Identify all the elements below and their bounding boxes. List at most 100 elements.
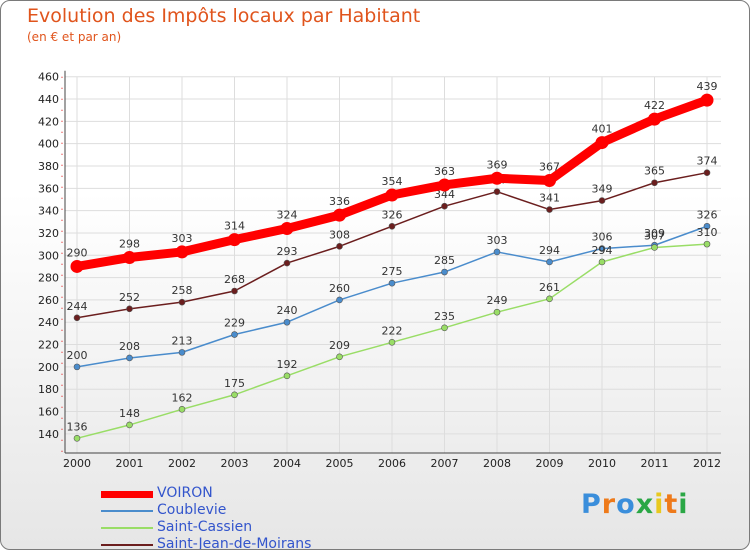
data-label: 344 — [434, 188, 455, 201]
data-point — [388, 279, 396, 287]
data-label: 439 — [697, 80, 718, 93]
data-label: 324 — [277, 208, 298, 221]
data-point — [441, 202, 448, 210]
data-point — [231, 391, 238, 399]
logo-letter: r — [601, 489, 617, 520]
data-point — [595, 136, 609, 150]
y-tick-label: 340 — [38, 205, 59, 218]
data-point — [126, 354, 133, 362]
data-label: 363 — [434, 165, 455, 178]
data-point — [283, 318, 291, 326]
data-label: 349 — [592, 183, 613, 196]
x-tick-label: 2011 — [641, 457, 669, 470]
data-point — [490, 171, 504, 185]
data-point — [388, 339, 396, 346]
data-point — [493, 248, 501, 256]
data-label: 222 — [382, 324, 403, 337]
data-point — [703, 222, 711, 230]
logo-letter: x — [635, 489, 655, 520]
data-label: 306 — [592, 231, 613, 244]
data-label: 136 — [67, 420, 88, 433]
data-label: 175 — [224, 377, 245, 390]
y-tick-label: 300 — [38, 249, 59, 262]
proxiti-logo: Proxiti — [581, 489, 689, 520]
y-tick-label: 460 — [38, 71, 59, 84]
data-point — [441, 324, 448, 332]
legend-label: Saint-Cassien — [157, 519, 253, 535]
legend-item: Saint-Jean-de-Moirans — [99, 536, 359, 549]
y-tick-label: 280 — [38, 272, 59, 285]
x-tick-label: 2009 — [536, 457, 564, 470]
y-tick-label: 240 — [38, 316, 59, 329]
data-label: 326 — [382, 208, 403, 221]
data-point — [493, 188, 501, 195]
data-label: 162 — [172, 391, 193, 404]
logo-letter: i — [678, 489, 689, 520]
y-tick-label: 400 — [38, 138, 59, 151]
x-tick-label: 2002 — [168, 457, 196, 470]
x-tick-label: 2012 — [693, 457, 721, 470]
y-tick-label: 180 — [38, 383, 59, 396]
data-point — [546, 206, 553, 213]
legend: VOIRON Coublevie Saint-Cassien Saint-Jean-d… — [99, 485, 359, 549]
data-point — [123, 251, 136, 265]
data-label: 261 — [539, 281, 560, 294]
x-tick-label: 2003 — [221, 457, 249, 470]
data-point — [598, 197, 606, 204]
data-label: 298 — [119, 238, 140, 251]
y-tick-label: 320 — [38, 227, 59, 240]
data-label: 249 — [487, 294, 508, 307]
chart-subtitle: (en € et par an) — [27, 30, 122, 44]
data-point — [70, 259, 84, 273]
data-label: 310 — [697, 226, 718, 239]
data-label: 285 — [434, 254, 455, 267]
data-point — [175, 245, 189, 259]
data-label: 148 — [119, 407, 140, 420]
x-tick-label: 2006 — [378, 457, 406, 470]
data-point — [336, 296, 343, 304]
data-point — [126, 305, 133, 313]
data-label: 367 — [539, 161, 560, 174]
data-label: 200 — [67, 349, 88, 362]
data-label: 422 — [644, 99, 665, 112]
legend-swatch — [101, 510, 153, 512]
x-tick-label: 2005 — [326, 457, 354, 470]
data-label: 244 — [67, 300, 88, 313]
data-point — [231, 331, 238, 338]
data-label: 260 — [329, 282, 350, 295]
data-label: 374 — [697, 155, 718, 168]
data-point — [703, 169, 711, 176]
x-tick-label: 2007 — [431, 457, 459, 470]
y-tick-label: 220 — [38, 339, 59, 352]
data-point — [651, 179, 658, 187]
data-point — [126, 421, 133, 429]
data-point — [178, 349, 186, 356]
data-point — [336, 353, 343, 361]
data-label: 369 — [487, 158, 508, 171]
data-label: 309 — [644, 227, 665, 240]
data-label: 294 — [539, 244, 560, 257]
data-label: 307 — [644, 229, 665, 242]
logo-letter: i — [654, 489, 665, 520]
data-point — [228, 233, 241, 247]
x-tick-label: 2000 — [63, 457, 91, 470]
data-point — [546, 258, 553, 266]
data-label: 192 — [277, 358, 298, 371]
logo-letter: o — [616, 489, 636, 520]
data-label: 268 — [224, 273, 245, 286]
data-label: 290 — [67, 246, 88, 259]
data-label: 213 — [172, 334, 193, 347]
data-point — [283, 259, 291, 267]
data-point — [336, 243, 343, 250]
chart-title: Evolution des Impôts locaux par Habitant — [27, 5, 421, 27]
data-point — [280, 221, 294, 235]
x-tick-label: 2008 — [483, 457, 511, 470]
data-label: 401 — [592, 123, 613, 136]
data-label: 365 — [644, 165, 665, 178]
data-point — [543, 174, 556, 188]
data-label: 341 — [539, 192, 560, 205]
y-tick-label: 140 — [38, 428, 59, 441]
legend-item: VOIRON — [99, 485, 359, 503]
